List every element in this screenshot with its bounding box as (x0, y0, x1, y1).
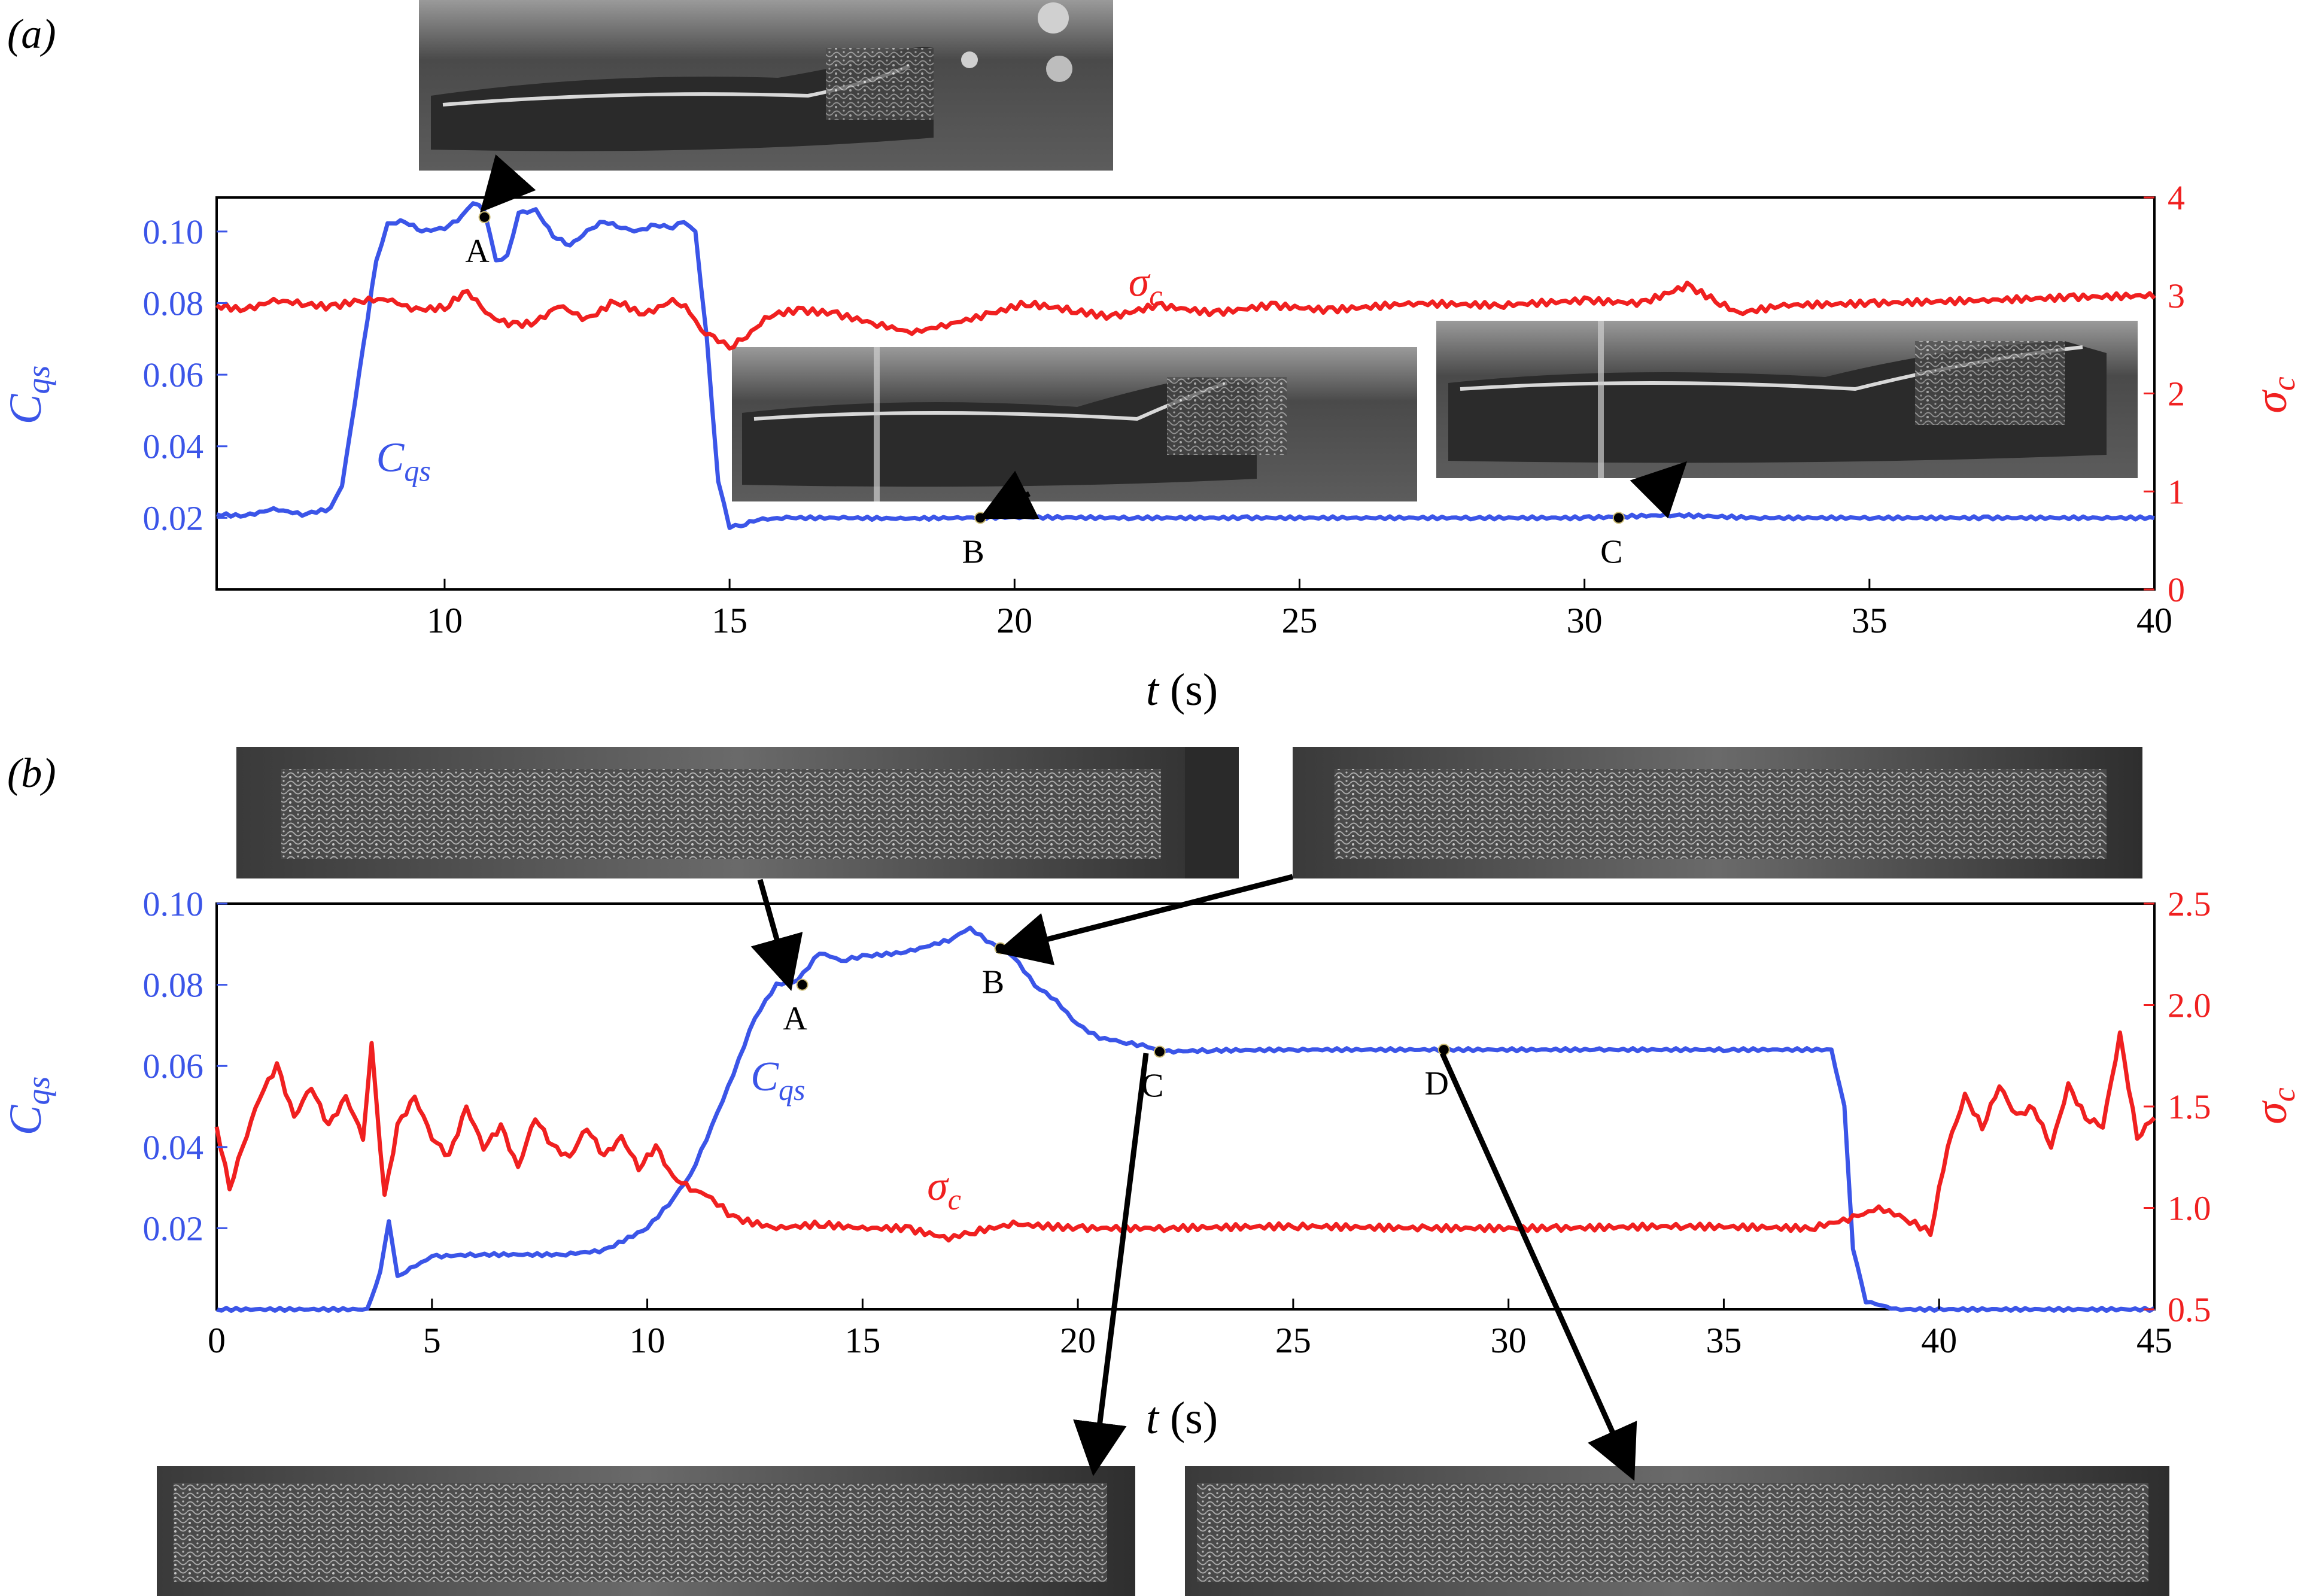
x-tick-label: 30 (1491, 1321, 1527, 1360)
y-right-tick-label: 1.5 (2168, 1087, 2211, 1126)
photo-a-C (1436, 321, 2138, 478)
x-tick-label: 30 (1567, 601, 1603, 640)
series-line-cqs (216, 925, 2156, 1313)
x-tick-label: 40 (2136, 601, 2172, 640)
annotation-point (478, 211, 491, 223)
y-right-tick-label: 0 (2168, 570, 2185, 609)
y-left-tick-label: 0.08 (143, 284, 204, 323)
x-tick-label: 40 (1921, 1321, 1957, 1360)
x-tick-label: 20 (996, 601, 1032, 640)
annotation-label: B (962, 533, 984, 570)
x-tick-label: 5 (423, 1321, 441, 1360)
panel-a-xlabel: t (s) (1146, 665, 1218, 715)
panel-b-label: (b) (7, 750, 56, 797)
panel-b-xlabel: t (s) (1146, 1393, 1218, 1443)
photo-b-C (157, 1466, 1135, 1596)
annotation-arrows (480, 154, 1688, 1481)
series-label: σc (1129, 259, 1163, 312)
y-right-tick-label: 3 (2168, 276, 2185, 315)
annotation-label: C (1600, 533, 1622, 570)
x-tick-label: 0 (208, 1321, 226, 1360)
annotation-label: A (465, 233, 490, 270)
y-right-tick-label: 4 (2168, 178, 2185, 217)
x-tick-label: 45 (2136, 1321, 2172, 1360)
panel-b-plot-frame (215, 902, 2156, 1311)
annotation-label: D (1425, 1065, 1449, 1102)
arrow (480, 154, 536, 213)
y-left-tick-label: 0.04 (143, 427, 204, 466)
arrow (1630, 461, 1688, 519)
series-label: σc (927, 1163, 961, 1216)
photo-a-B (732, 347, 1417, 501)
y-left-tick-label: 0.02 (143, 498, 204, 537)
photo-b-B (1293, 747, 2142, 878)
series-line-sigma (214, 1030, 2156, 1243)
series-label: Cqs (750, 1054, 805, 1106)
panel-a-label: (a) (7, 11, 56, 57)
arrow (750, 878, 803, 991)
annotation-label: B (982, 964, 1004, 1001)
panel-a-ylabel-right: σc (2246, 376, 2302, 413)
panel-b-ylabel-left: Cqs (1, 1077, 56, 1136)
series-line-cqs (215, 201, 2155, 530)
photo-b-A (236, 747, 1239, 878)
panel-b-ylabel-right: σc (2246, 1087, 2302, 1124)
annotation-point (974, 512, 987, 524)
y-right-tick-label: 1 (2168, 472, 2185, 511)
x-tick-label: 20 (1060, 1321, 1096, 1360)
x-tick-label: 10 (427, 601, 463, 640)
y-right-tick-label: 2.5 (2168, 884, 2211, 923)
arrow (995, 874, 1294, 966)
annotation-point (1153, 1045, 1166, 1058)
x-tick-label: 35 (1706, 1321, 1741, 1360)
y-left-tick-label: 0.10 (143, 884, 204, 923)
y-right-tick-label: 1.0 (2168, 1189, 2211, 1228)
x-tick-label: 15 (844, 1321, 880, 1360)
y-right-tick-label: 2 (2168, 375, 2185, 414)
y-left-tick-label: 0.08 (143, 966, 204, 1005)
annotation-point (1612, 512, 1625, 524)
series-label: Cqs (376, 435, 431, 488)
arrow (978, 470, 1040, 519)
y-left-tick-label: 0.04 (143, 1128, 204, 1167)
y-left-tick-label: 0.10 (143, 212, 204, 251)
photo-b-D (1185, 1466, 2169, 1596)
series-line-sigma (215, 280, 2156, 351)
annotation-point (994, 942, 1007, 954)
x-tick-label: 10 (630, 1321, 665, 1360)
x-tick-label: 25 (1275, 1321, 1311, 1360)
y-left-tick-label: 0.06 (143, 1047, 204, 1086)
y-right-tick-label: 0.5 (2168, 1290, 2211, 1329)
arrow (1073, 1053, 1149, 1476)
y-left-tick-label: 0.02 (143, 1209, 204, 1248)
panel-a-ylabel-left: Cqs (1, 366, 56, 425)
y-left-tick-label: 0.06 (143, 355, 204, 394)
photo-a-A (419, 0, 1113, 171)
annotation-point (796, 978, 809, 991)
x-tick-label: 15 (712, 601, 747, 640)
y-right-tick-label: 2.0 (2168, 986, 2211, 1025)
arrow (1439, 1052, 1637, 1481)
annotation-label: A (783, 1001, 807, 1038)
x-tick-label: 25 (1281, 601, 1317, 640)
x-tick-label: 35 (1852, 601, 1888, 640)
